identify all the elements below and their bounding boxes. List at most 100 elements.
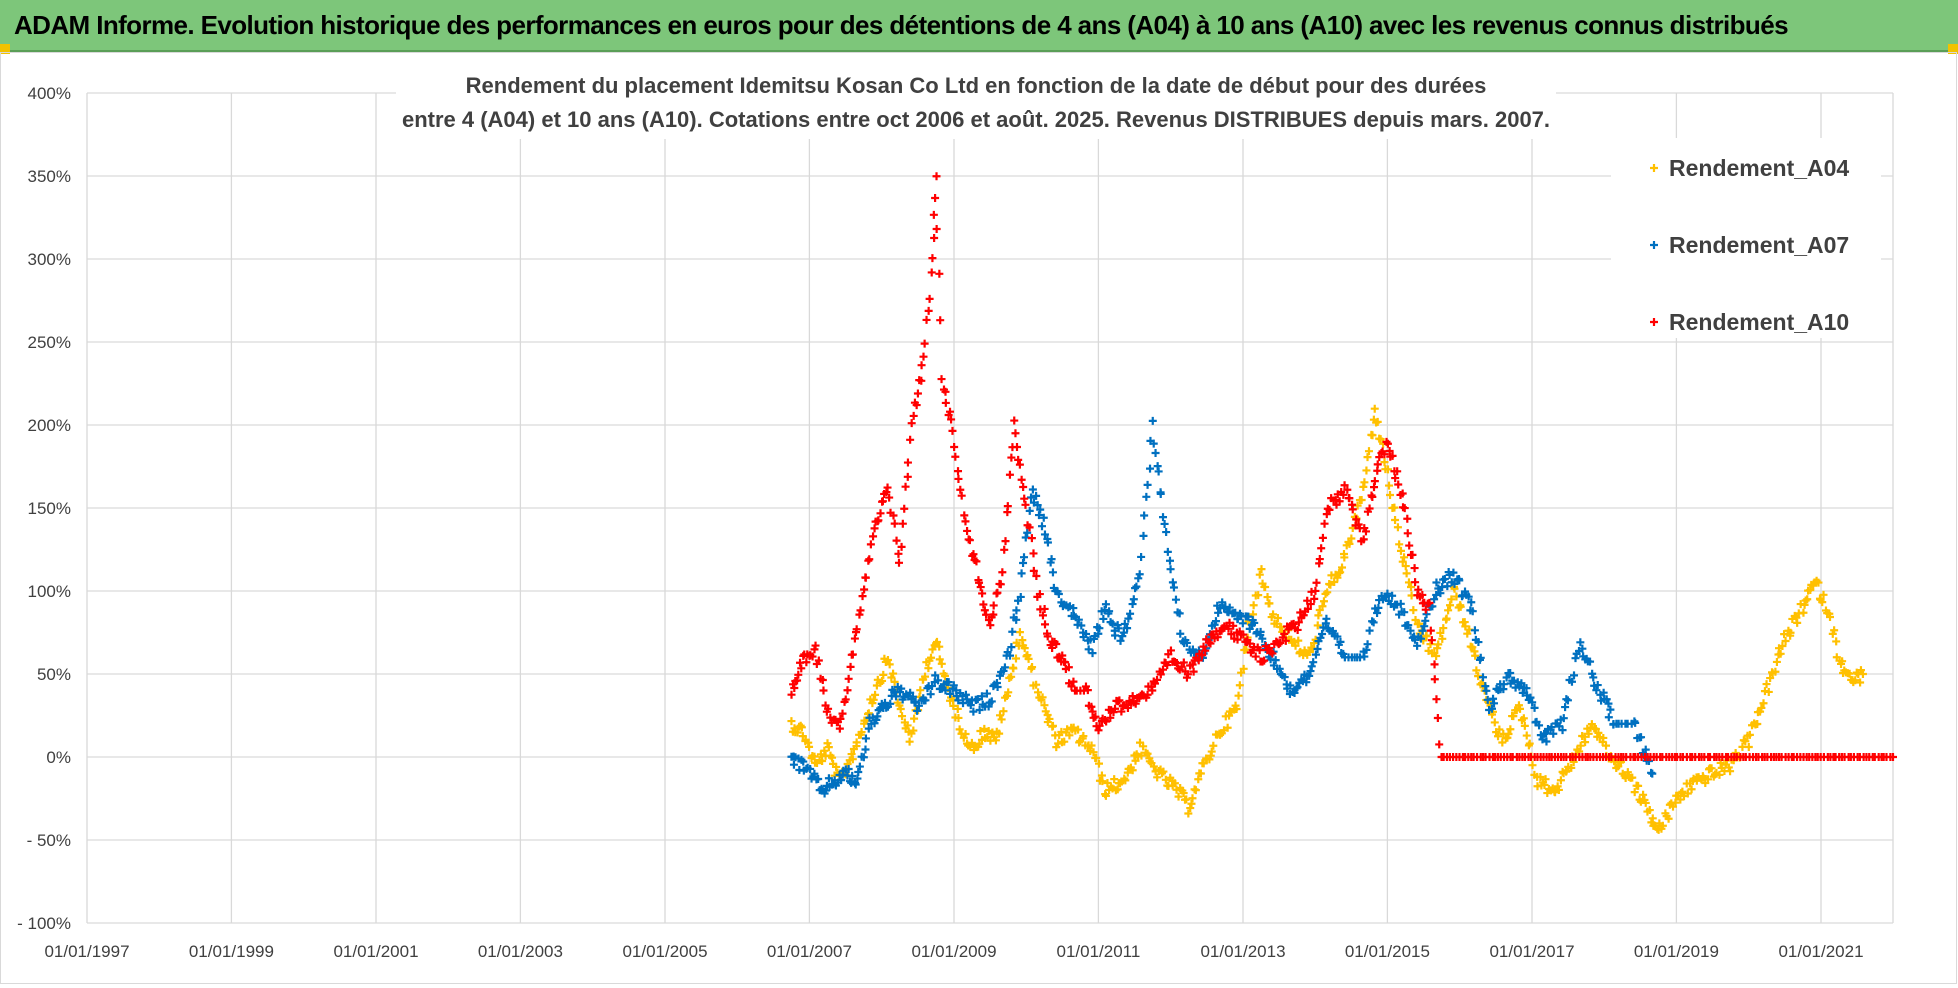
data-point [1074,615,1083,624]
data-point [1433,714,1442,723]
data-point [1488,704,1496,713]
data-point [935,269,944,278]
data-point [1245,624,1254,633]
x-tick-label: 01/01/1999 [189,942,274,961]
data-point [1020,644,1029,653]
data-point [1522,731,1531,740]
data-point [1525,739,1534,748]
data-point [1040,530,1049,539]
legend-background [1611,138,1881,338]
data-point [1005,470,1014,479]
data-point [835,724,844,733]
data-point [1189,667,1198,676]
data-point [1404,621,1413,630]
data-point [1432,695,1441,704]
data-point [1129,595,1138,604]
report-title: ADAM Informe. Evolution historique des p… [14,9,1789,40]
data-point [949,681,958,690]
data-point [1799,608,1808,617]
data-point [1422,631,1431,640]
data-point [1764,687,1773,696]
data-point [1347,534,1356,543]
data-point [991,736,1000,745]
data-point [1364,447,1373,456]
data-point [1156,670,1165,679]
data-point [1338,563,1347,572]
data-point [814,774,823,783]
data-point [1121,776,1130,785]
data-point [1517,679,1526,688]
data-point [932,172,941,181]
data-point [1374,603,1383,612]
corner-marker [1948,44,1958,54]
data-point [949,701,958,710]
data-point [857,728,866,737]
data-point [1518,688,1527,697]
data-point [1604,699,1613,708]
data-point [993,682,1002,691]
report-header: ADAM Informe. Evolution historique des p… [0,0,1958,52]
data-point [1303,604,1312,613]
data-point [1021,500,1030,509]
data-point [1239,664,1248,673]
data-point [1159,513,1168,522]
data-point [871,690,880,699]
data-point [1391,474,1400,483]
data-point [1171,595,1180,604]
data-point [1249,601,1258,610]
data-point [1359,535,1368,544]
data-point [1393,523,1402,532]
data-point [819,686,828,695]
y-tick-label: 50% [37,665,71,684]
data-point [1069,677,1078,686]
data-point [1260,656,1269,665]
data-point [1687,785,1696,794]
data-point [797,723,806,732]
data-point [1432,578,1441,587]
data-point [1207,747,1216,756]
data-point [806,764,815,773]
data-point [954,467,963,476]
data-point [1430,675,1439,684]
data-point [1088,649,1097,658]
x-tick-label: 01/01/2021 [1778,942,1863,961]
data-point [1363,453,1372,462]
data-point [1114,624,1123,633]
data-point [855,762,864,771]
data-point [1177,662,1186,671]
data-point [1309,658,1318,667]
data-point [1064,663,1073,672]
data-point [1362,645,1371,654]
data-point [1814,578,1823,587]
data-point [1238,619,1247,628]
data-point [1101,600,1110,609]
data-point [1421,616,1430,625]
data-point [1263,593,1272,602]
data-point [1490,699,1499,708]
data-point [989,601,998,610]
data-point [1175,609,1184,618]
data-point [1403,529,1412,538]
data-point [1522,684,1531,693]
data-point [1648,814,1657,823]
data-point [1781,636,1790,645]
data-point [1421,605,1430,614]
data-point [1393,467,1402,476]
x-tick-label: 01/01/2017 [1489,942,1574,961]
data-point [1111,704,1120,713]
data-point [1388,591,1397,600]
data-point [1025,523,1034,532]
data-point [1468,643,1477,652]
x-tick-label: 01/01/2007 [767,942,852,961]
x-tick-label: 01/01/1997 [44,942,129,961]
data-point [1131,584,1140,593]
data-point [1593,681,1602,690]
data-point [1223,723,1232,732]
y-tick-label: 150% [28,499,71,518]
data-point [995,711,1004,720]
data-point [1470,626,1479,635]
data-point [1362,466,1371,475]
data-point [793,728,802,737]
data-point [1318,533,1327,542]
data-point [1007,453,1016,462]
